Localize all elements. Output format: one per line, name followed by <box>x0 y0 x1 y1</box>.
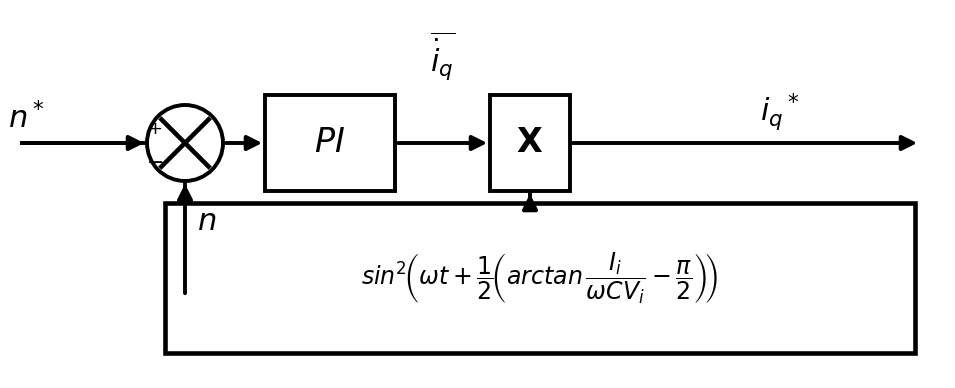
Text: $+$: $+$ <box>147 120 162 138</box>
Text: $i_q{}^*$: $i_q{}^*$ <box>760 92 799 133</box>
Text: $\overline{\dot{i}_q}$: $\overline{\dot{i}_q}$ <box>430 29 456 83</box>
Text: $sin^{2}\!\left(\omega t+\dfrac{1}{2}\!\left(arctan\,\dfrac{I_i}{\omega CV_i}-\d: $sin^{2}\!\left(\omega t+\dfrac{1}{2}\!\… <box>361 250 719 306</box>
Text: $n$: $n$ <box>197 206 216 237</box>
Bar <box>165 203 915 353</box>
Text: $PI$: $PI$ <box>314 126 346 159</box>
Text: $-$: $-$ <box>146 151 163 171</box>
Bar <box>265 95 395 191</box>
Text: $n^*$: $n^*$ <box>8 102 45 135</box>
Bar <box>490 95 570 191</box>
Text: $\mathbf{X}$: $\mathbf{X}$ <box>517 126 543 159</box>
